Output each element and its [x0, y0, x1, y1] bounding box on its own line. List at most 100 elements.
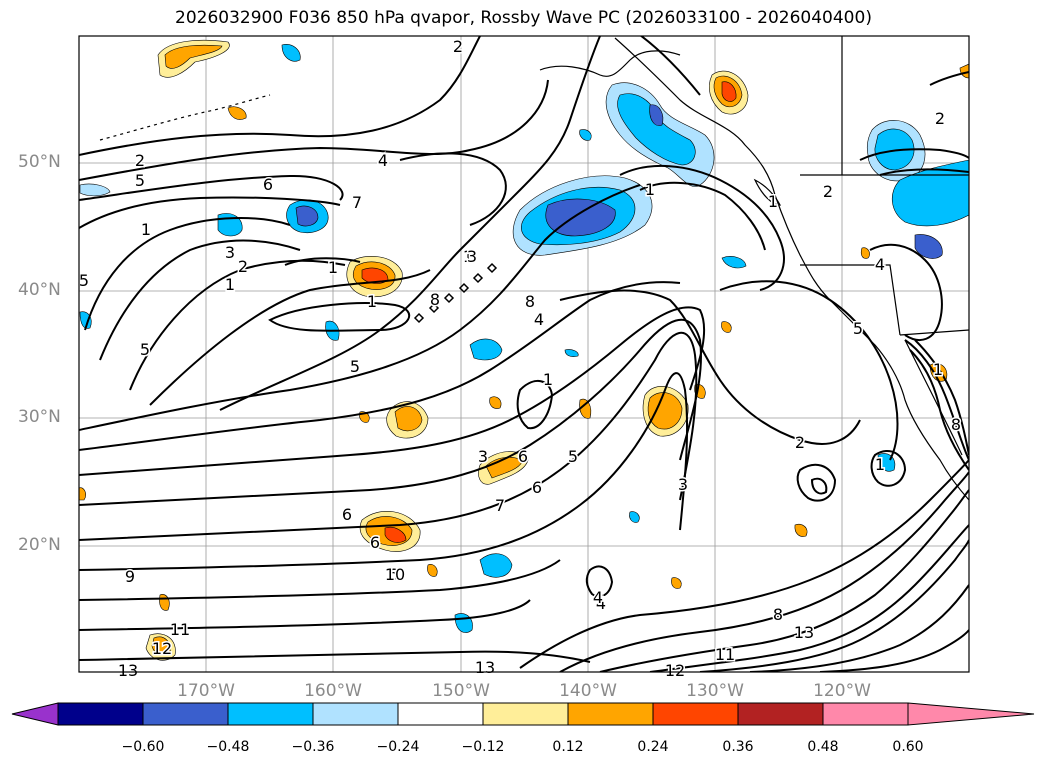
- anomaly-patch-neg: [914, 234, 943, 259]
- colorbar: [11, 702, 1035, 726]
- colorbar-tick: 0.12: [552, 739, 584, 755]
- anomaly-patch-pos: [860, 247, 870, 259]
- contour-label: 7: [352, 193, 362, 212]
- colorbar-segment: [737, 702, 824, 726]
- contour-label: 1: [543, 370, 553, 389]
- contour-label: 10: [385, 565, 405, 584]
- contour-line: [599, 489, 969, 672]
- contour-line: [79, 36, 481, 156]
- contour-line: [559, 289, 861, 445]
- contour-label: 4: [596, 594, 606, 613]
- contour-label: 2: [795, 433, 805, 452]
- contour-line: [84, 217, 291, 331]
- contour-label: 3: [478, 447, 488, 466]
- contour-label: 6: [532, 478, 542, 497]
- contour-line: [219, 36, 601, 411]
- border-inner: [800, 264, 901, 336]
- contour-line: [879, 168, 969, 176]
- anomaly-patch-neg: [217, 213, 243, 237]
- contour-label: 4: [875, 255, 885, 274]
- colorbar-segment: [227, 702, 314, 726]
- contour-line: [79, 79, 549, 181]
- anomaly-patch-neg: [79, 183, 111, 197]
- anomaly-patch-neg: [629, 511, 640, 523]
- contour-label: 12: [665, 661, 685, 680]
- colorbar-segment: [567, 702, 654, 726]
- anomaly-patch-neg: [479, 553, 513, 578]
- contour-line: [749, 584, 969, 672]
- contour-line: [79, 306, 706, 476]
- anomaly-patch-neg: [564, 349, 579, 357]
- positive-anomaly-patches: [79, 39, 969, 661]
- contour-label: 12: [152, 639, 172, 658]
- contour-label: 5: [79, 271, 89, 290]
- contour-label: 8: [525, 292, 535, 311]
- contour-line: [79, 174, 344, 201]
- contour-label: 1: [141, 220, 151, 239]
- contour-line: [79, 196, 341, 229]
- colorbar-segment: [482, 702, 569, 726]
- anomaly-patch-pos: [384, 527, 407, 543]
- contour-label: 1: [933, 360, 943, 379]
- colorbar-tick: −0.60: [121, 739, 165, 755]
- contour-label: 5: [853, 319, 863, 338]
- contour-line: [719, 280, 899, 461]
- contour-line: [909, 349, 969, 471]
- colorbar-tick: −0.36: [291, 739, 335, 755]
- contour-label: 3: [678, 475, 688, 494]
- colorbar-segment: [397, 702, 484, 726]
- contour-line: [399, 152, 507, 226]
- contour-label: 11: [170, 620, 190, 639]
- contour-label: 8: [430, 290, 440, 309]
- anomaly-patch-pos: [151, 636, 171, 656]
- colorbar-segment: [312, 702, 399, 726]
- colorbar-tick: −0.24: [376, 739, 420, 755]
- contour-line: [929, 71, 969, 86]
- contour-label: 6: [263, 175, 273, 194]
- contour-label: 1: [645, 180, 655, 199]
- contour-label: 2: [935, 109, 945, 128]
- anomaly-patch-neg: [545, 198, 616, 237]
- contour-label: 2: [238, 257, 248, 276]
- lon-label: 120°W: [813, 681, 871, 701]
- anomaly-patch-pos: [721, 321, 732, 333]
- contour-line: [79, 650, 591, 663]
- contour-line: [585, 565, 614, 598]
- coastlines: [99, 36, 969, 501]
- contour-line: [559, 471, 969, 672]
- contour-label: 5: [135, 171, 145, 190]
- contour-line: [869, 243, 943, 341]
- baja-peninsula: [904, 339, 963, 456]
- contour-label: 3: [225, 243, 235, 262]
- anomaly-patch-pos: [959, 63, 969, 79]
- contour-label: 6: [518, 447, 528, 466]
- contour-label: 2: [453, 37, 463, 56]
- contour-label: 6: [370, 533, 380, 552]
- contour-line: [79, 184, 641, 431]
- contour-line: [904, 339, 969, 461]
- anomaly-patch-pos: [79, 487, 86, 501]
- anomaly-patch-pos: [227, 106, 247, 120]
- anomaly-patch-pos: [721, 81, 737, 102]
- contour-line: [819, 629, 969, 672]
- lat-label: 40°N: [18, 280, 61, 300]
- anomaly-patch-neg: [721, 256, 747, 269]
- lat-label: 20°N: [18, 535, 61, 555]
- contour-label: 5: [568, 447, 578, 466]
- colorbar-tick: 0.36: [722, 739, 754, 755]
- contour-line: [149, 269, 431, 406]
- lon-label: 140°W: [559, 681, 617, 701]
- rossby-contours: [79, 36, 969, 672]
- colorbar-segment: [822, 702, 909, 726]
- colorbar-tick: −0.48: [206, 739, 250, 755]
- anomaly-patch-pos: [394, 406, 423, 432]
- coastline-alaska-peninsula: [539, 50, 681, 77]
- negative-anomaly-patches: [79, 44, 969, 633]
- map-title: 2026032900 F036 850 hPa qvapor, Rossby W…: [175, 8, 872, 28]
- contour-label: 5: [350, 357, 360, 376]
- contour-line: [79, 318, 702, 506]
- colorbar-tick: 0.24: [637, 739, 669, 755]
- contour-label: 1: [225, 275, 235, 294]
- contour-line: [699, 539, 969, 672]
